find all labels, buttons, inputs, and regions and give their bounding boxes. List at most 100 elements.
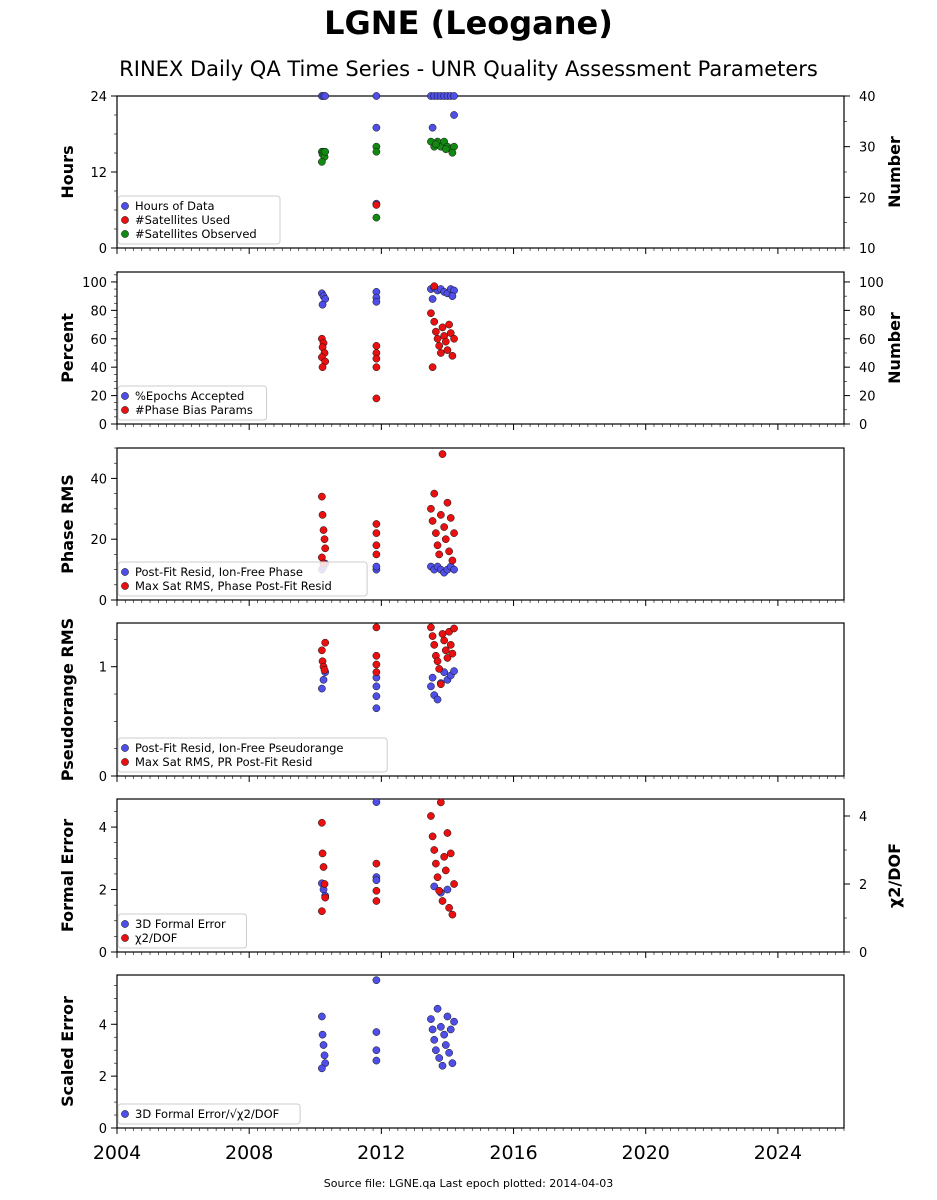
x-tick-label: 2024	[754, 1142, 802, 1164]
data-point	[440, 636, 448, 645]
data-point	[433, 334, 442, 343]
data-point	[372, 201, 381, 209]
data-point	[427, 1015, 435, 1023]
y-tick-label: 0	[99, 418, 107, 433]
data-point	[320, 880, 329, 888]
data-point	[436, 1023, 445, 1031]
y-right-axis-label: Number	[885, 312, 904, 384]
data-point	[441, 145, 450, 154]
data-point	[318, 907, 326, 916]
y-tick-label: 0	[99, 594, 107, 609]
legend-label: 3D Formal Error/√χ2/DOF	[135, 1107, 279, 1121]
data-point	[446, 514, 455, 522]
chart-title: LGNE (Leogane)	[324, 4, 613, 42]
data-point	[443, 346, 452, 354]
data-point	[433, 541, 442, 550]
legend-label: χ2/DOF	[135, 931, 177, 945]
y-tick-label: 12	[90, 166, 107, 181]
legend-marker	[121, 202, 129, 210]
y-right-tick-label: 40	[859, 361, 876, 376]
x-tick-label: 2016	[489, 1142, 537, 1164]
source-footer: Source file: LGNE.qa Last epoch plotted:…	[323, 1177, 614, 1190]
data-point	[435, 886, 444, 895]
data-point	[318, 1012, 326, 1021]
data-point	[432, 529, 440, 537]
data-point	[445, 320, 453, 329]
data-point	[450, 565, 458, 574]
legend-label: Max Sat RMS, PR Post-Fit Resid	[135, 755, 312, 769]
data-point	[443, 654, 452, 662]
legend-marker	[121, 568, 129, 576]
data-point	[430, 846, 439, 854]
data-point	[435, 1054, 444, 1062]
y-tick-label: 100	[82, 276, 107, 291]
data-point	[318, 1064, 326, 1073]
y-tick-label: 0	[99, 770, 107, 785]
legend-label: #Satellites Observed	[135, 227, 257, 241]
data-point	[441, 1041, 450, 1049]
y-right-tick-label: 100	[859, 276, 884, 291]
data-point	[436, 511, 445, 519]
data-point	[443, 829, 452, 837]
data-point	[441, 535, 450, 544]
data-point	[427, 812, 435, 820]
data-point	[450, 111, 458, 119]
data-point	[372, 550, 381, 559]
y-right-tick-label: 40	[859, 90, 876, 105]
data-point	[448, 292, 457, 300]
data-point	[372, 692, 381, 701]
data-point	[448, 1059, 457, 1068]
data-point	[318, 684, 326, 693]
data-point	[438, 1061, 447, 1070]
data-point	[318, 818, 326, 827]
data-point	[372, 123, 381, 132]
data-point	[436, 798, 445, 807]
y-tick-label: 20	[90, 533, 107, 548]
data-point	[436, 349, 445, 357]
legend-marker	[121, 406, 129, 414]
data-point	[428, 832, 437, 841]
data-point	[318, 511, 327, 519]
legend-box	[117, 561, 368, 597]
data-point	[440, 523, 448, 531]
data-point	[372, 213, 381, 222]
data-point	[448, 148, 457, 157]
legend-marker	[121, 582, 129, 590]
data-point	[443, 1012, 452, 1021]
y-tick-label: 0	[99, 1122, 107, 1137]
data-point	[448, 556, 457, 565]
data-point	[450, 92, 458, 100]
legend-marker	[121, 216, 129, 224]
legend-label: Post-Fit Resid, Ion-Free Phase	[135, 565, 303, 579]
data-point	[321, 638, 330, 647]
y-right-tick-label: 30	[859, 141, 876, 156]
chart-subtitle: RINEX Daily QA Time Series - UNR Quality…	[119, 57, 818, 81]
data-point	[372, 529, 381, 537]
data-point	[440, 1030, 448, 1039]
data-point	[438, 897, 447, 905]
data-point	[372, 886, 381, 895]
data-point	[445, 1048, 453, 1057]
data-point	[372, 651, 381, 660]
legend-label: Hours of Data	[135, 199, 215, 213]
data-point	[318, 646, 326, 655]
data-point	[448, 351, 457, 360]
legend-label: 3D Formal Error	[135, 917, 226, 931]
data-point	[438, 630, 447, 638]
y-right-tick-label: 4	[859, 810, 867, 825]
data-point	[448, 910, 457, 919]
y-axis-label: Hours	[58, 145, 77, 198]
data-point	[433, 657, 442, 666]
data-point	[318, 849, 327, 858]
data-point	[432, 140, 440, 148]
x-tick-label: 2020	[622, 1142, 670, 1164]
data-point	[428, 123, 437, 132]
data-point	[430, 489, 439, 498]
data-point	[450, 880, 458, 888]
data-point	[427, 682, 435, 691]
data-point	[443, 885, 452, 894]
data-point	[321, 544, 330, 553]
y-right-tick-label: 20	[859, 191, 876, 206]
data-point	[319, 675, 328, 684]
data-point	[438, 323, 447, 332]
